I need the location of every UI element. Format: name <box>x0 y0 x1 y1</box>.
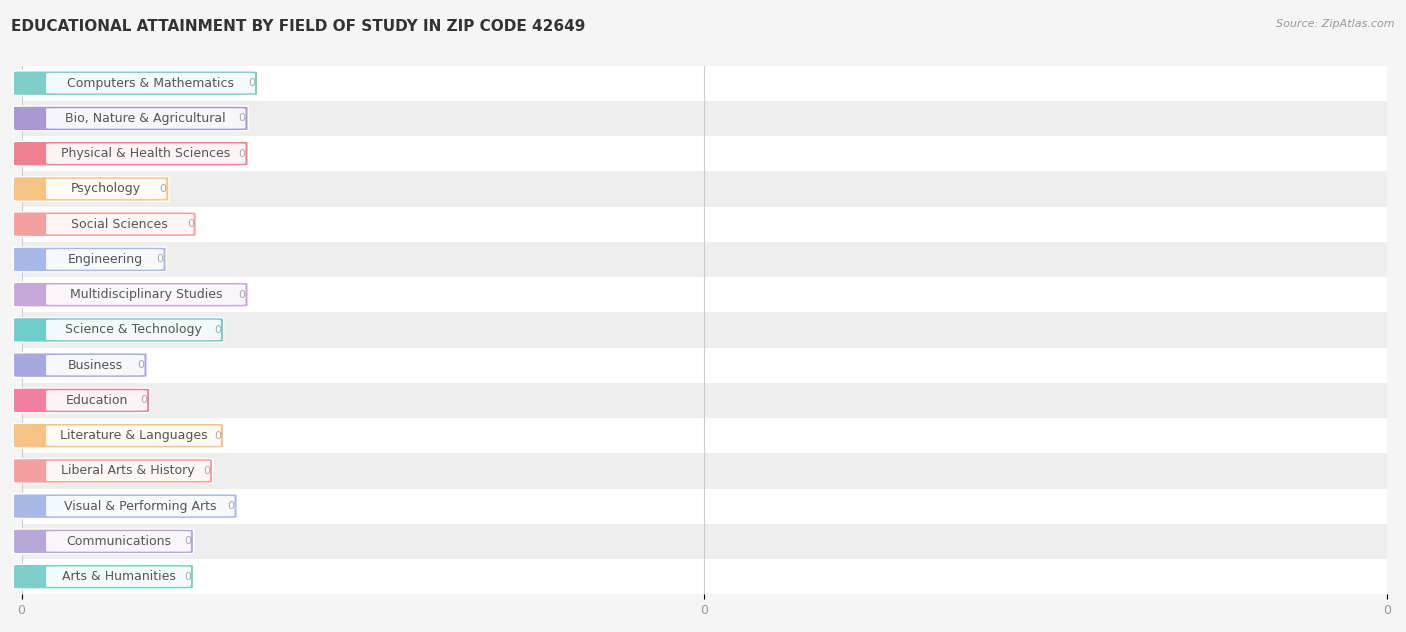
FancyBboxPatch shape <box>46 108 246 129</box>
Text: 0: 0 <box>249 78 256 88</box>
Text: 0: 0 <box>141 396 148 405</box>
FancyBboxPatch shape <box>13 142 249 166</box>
FancyBboxPatch shape <box>13 494 238 519</box>
Bar <box>21 418 1386 453</box>
FancyBboxPatch shape <box>13 388 150 413</box>
Bar <box>21 524 1386 559</box>
FancyBboxPatch shape <box>13 564 194 589</box>
FancyBboxPatch shape <box>13 71 257 95</box>
Text: 0: 0 <box>138 360 145 370</box>
Text: Arts & Humanities: Arts & Humanities <box>62 570 176 583</box>
FancyBboxPatch shape <box>46 566 191 587</box>
Bar <box>21 383 1386 418</box>
Text: Multidisciplinary Studies: Multidisciplinary Studies <box>69 288 222 301</box>
FancyBboxPatch shape <box>46 214 194 234</box>
FancyBboxPatch shape <box>46 143 246 164</box>
Bar <box>21 171 1386 207</box>
Text: EDUCATIONAL ATTAINMENT BY FIELD OF STUDY IN ZIP CODE 42649: EDUCATIONAL ATTAINMENT BY FIELD OF STUDY… <box>11 19 586 34</box>
Bar <box>21 277 1386 312</box>
Bar <box>21 136 1386 171</box>
Text: 0: 0 <box>184 537 191 547</box>
Text: Physical & Health Sciences: Physical & Health Sciences <box>62 147 231 160</box>
FancyBboxPatch shape <box>46 320 221 340</box>
FancyBboxPatch shape <box>13 106 249 131</box>
Bar <box>21 207 1386 242</box>
Text: Science & Technology: Science & Technology <box>65 324 202 336</box>
Text: Business: Business <box>67 359 122 372</box>
FancyBboxPatch shape <box>13 283 249 307</box>
Text: 0: 0 <box>159 184 166 194</box>
FancyBboxPatch shape <box>13 353 148 377</box>
FancyBboxPatch shape <box>13 423 224 448</box>
Text: 0: 0 <box>239 113 246 123</box>
FancyBboxPatch shape <box>13 317 224 343</box>
Text: Source: ZipAtlas.com: Source: ZipAtlas.com <box>1277 19 1395 29</box>
Text: Visual & Performing Arts: Visual & Performing Arts <box>65 500 217 513</box>
Bar <box>21 559 1386 594</box>
FancyBboxPatch shape <box>46 425 221 446</box>
Text: 0: 0 <box>239 289 246 300</box>
FancyBboxPatch shape <box>46 284 246 305</box>
Text: Communications: Communications <box>66 535 172 548</box>
Text: 0: 0 <box>214 430 221 441</box>
Bar <box>21 242 1386 277</box>
FancyBboxPatch shape <box>46 355 145 375</box>
FancyBboxPatch shape <box>46 496 235 516</box>
Text: 0: 0 <box>239 149 246 159</box>
FancyBboxPatch shape <box>13 212 197 236</box>
Text: Engineering: Engineering <box>67 253 142 266</box>
FancyBboxPatch shape <box>46 461 209 481</box>
FancyBboxPatch shape <box>46 73 254 94</box>
Bar <box>21 489 1386 524</box>
FancyBboxPatch shape <box>13 247 166 272</box>
Bar <box>21 312 1386 348</box>
Text: 0: 0 <box>156 255 163 264</box>
Text: 0: 0 <box>187 219 194 229</box>
Bar <box>21 348 1386 383</box>
Bar <box>21 101 1386 136</box>
Text: Literature & Languages: Literature & Languages <box>59 429 207 442</box>
FancyBboxPatch shape <box>13 176 169 202</box>
Text: Bio, Nature & Agricultural: Bio, Nature & Agricultural <box>66 112 226 125</box>
Text: Social Sciences: Social Sciences <box>72 217 169 231</box>
FancyBboxPatch shape <box>13 458 212 483</box>
FancyBboxPatch shape <box>46 249 163 270</box>
Text: Computers & Mathematics: Computers & Mathematics <box>67 76 233 90</box>
Bar <box>21 453 1386 489</box>
Text: 0: 0 <box>228 501 235 511</box>
Text: 0: 0 <box>202 466 209 476</box>
FancyBboxPatch shape <box>46 390 148 411</box>
Bar <box>21 66 1386 101</box>
FancyBboxPatch shape <box>13 529 194 554</box>
Text: 0: 0 <box>214 325 221 335</box>
Text: Psychology: Psychology <box>72 183 141 195</box>
Text: 0: 0 <box>184 572 191 581</box>
FancyBboxPatch shape <box>46 179 166 199</box>
FancyBboxPatch shape <box>46 531 191 552</box>
Text: Liberal Arts & History: Liberal Arts & History <box>62 465 195 477</box>
Text: Education: Education <box>66 394 128 407</box>
